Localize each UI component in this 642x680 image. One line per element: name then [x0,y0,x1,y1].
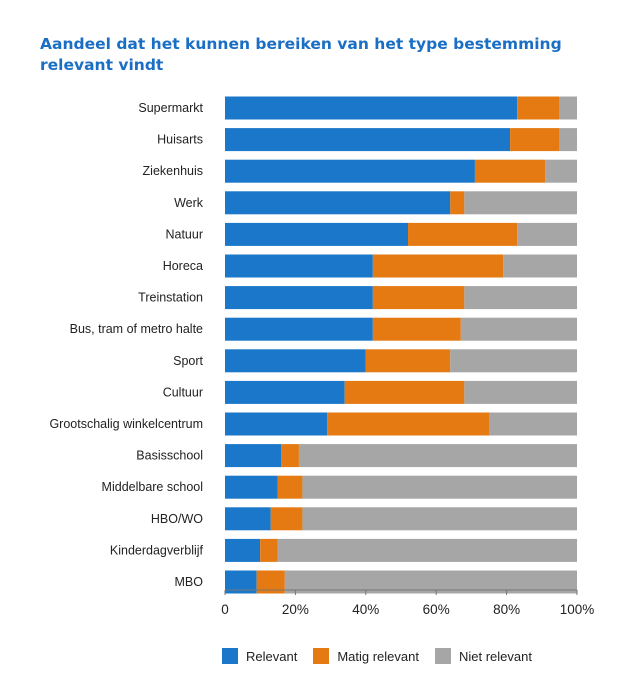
bar-segment [517,222,577,246]
category-label: HBO/WO [151,512,203,526]
bar-segment [489,412,577,436]
bar-segment [281,444,299,468]
category-label: Bus, tram of metro halte [70,322,203,336]
bar-segment [464,191,577,215]
bar-segment [277,475,303,499]
category-label: Kinderdagverblijf [110,543,204,557]
category-label: Natuur [165,227,203,241]
bar-segment [225,222,409,246]
category-label: Middelbare school [102,480,203,494]
bar-segment [464,286,577,310]
bar-segment [302,475,577,499]
bar-segment [503,254,577,278]
category-label: Cultuur [163,385,203,399]
bar-segment [460,317,577,341]
category-label: MBO [175,575,204,589]
bar-segment [559,128,577,152]
chart-title: Aandeel dat het kunnen bereiken van het … [40,35,562,74]
bar-segment [225,475,278,499]
legend-swatch [222,648,238,664]
bar-segment [225,380,345,404]
legend-item: Niet relevant [434,648,532,664]
legend-label: Niet relevant [458,648,532,664]
bar-segment [344,380,465,404]
bar-segment [225,349,366,373]
category-label: Supermarkt [138,101,203,115]
bar-segment [225,254,373,278]
bar-segment [225,412,328,436]
legend-label: Relevant [246,648,298,664]
bar-segment [474,159,546,183]
bar-segment [408,222,518,246]
bar-segment [225,444,282,468]
bar-segment [372,317,461,341]
legend-label: Matig relevant [337,648,419,664]
category-label: Ziekenhuis [143,164,203,178]
x-tick-label: 60% [423,602,450,617]
bar-segment [298,444,577,468]
legend-swatch [434,648,451,664]
bar-segment [225,317,373,341]
x-tick-label: 40% [352,602,379,617]
category-label: Basisschool [136,449,203,463]
category-label: Huisarts [157,133,203,147]
x-tick-label: 0 [221,602,229,617]
bar-segment [225,286,373,310]
bar-segment [365,349,451,373]
bar-segment [225,570,257,594]
bar-segment [327,412,489,436]
bar-segment [270,507,303,531]
bar-segment [517,96,560,120]
bar-segment [225,159,475,183]
category-label: Werk [174,196,204,210]
legend-item: Relevant [222,648,297,664]
bar-segment [372,254,504,278]
bar-segment [225,507,271,531]
bar-segment [284,570,577,594]
bar-segment [545,159,577,183]
bar-segment [450,349,577,373]
category-label: Sport [173,354,203,368]
bar-segment [510,128,560,152]
legend-item: Matig relevant [313,648,419,664]
x-tick-label: 20% [282,602,309,617]
category-label: Horeca [163,259,203,273]
bar-segment [372,286,465,310]
bar-segment [256,570,285,594]
category-label: Grootschalig winkelcentrum [49,417,203,431]
bar-segment [302,507,577,531]
x-tick-label: 80% [493,602,520,617]
bar-segment [559,96,577,120]
bar-segment [277,538,577,562]
bar-segment [464,380,577,404]
category-label: Treinstation [138,291,203,305]
stacked-bar-chart: Supermarkt Huisarts Ziekenhuis Werk Natuur Ho… [49,96,595,617]
chart-legend: Relevant Matig relevant Niet relevant [222,646,548,666]
bar-segment [225,191,451,215]
legend-swatch [313,648,330,664]
bar-segment [225,96,518,120]
bar-segment [225,128,511,152]
bar-segment [225,538,261,562]
bar-segment [450,191,465,215]
x-tick-label: 100% [560,602,595,617]
bar-segment [260,538,278,562]
